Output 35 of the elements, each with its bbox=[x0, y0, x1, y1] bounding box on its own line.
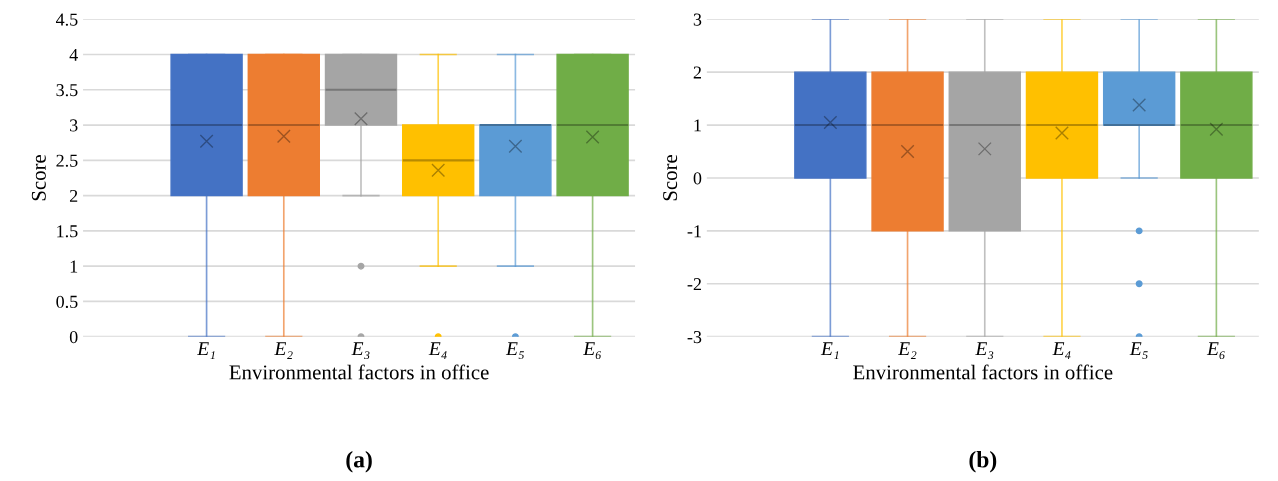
y-tick-label: -3 bbox=[687, 331, 702, 344]
x-tick-label: E₄ bbox=[428, 342, 447, 359]
y-tick-label: 2 bbox=[69, 189, 78, 202]
x-tick-label: E₁ bbox=[197, 342, 215, 359]
x-tick-label: E₅ bbox=[1129, 342, 1148, 360]
y-tick-label: 0 bbox=[69, 330, 78, 344]
x-tick-label: E₅ bbox=[505, 342, 524, 360]
y-tick-label: 1 bbox=[70, 260, 78, 273]
y-tick-label: 1.5 bbox=[57, 225, 78, 238]
y-axis-title: Score bbox=[663, 154, 678, 201]
y-tick-label: 3.5 bbox=[56, 84, 78, 97]
y-tick-label: 3 bbox=[70, 119, 78, 132]
x-tick-label: E₆ bbox=[583, 342, 602, 360]
y-tick-label: 4.5 bbox=[55, 13, 78, 26]
text: (a) bbox=[346, 450, 372, 473]
x-tick-label: E₂ bbox=[274, 342, 293, 359]
y-tick-label: -1 bbox=[687, 225, 701, 238]
x-tick-label: E₃ bbox=[351, 342, 370, 360]
x-axis-title: Environmental factors in office bbox=[853, 364, 1113, 380]
y-tick-label: 4 bbox=[69, 48, 78, 61]
y-tick-label: 2.5 bbox=[56, 154, 78, 167]
y-tick-label: 2 bbox=[693, 66, 701, 79]
x-tick-label: E₂ bbox=[898, 342, 917, 359]
y-tick-label: 1 bbox=[694, 119, 701, 132]
x-tick-label: E₃ bbox=[975, 342, 994, 360]
y-axis-title: Score bbox=[31, 154, 46, 201]
y-tick-label: 0.5 bbox=[56, 295, 78, 308]
y-tick-label: 0 bbox=[693, 172, 702, 185]
y-tick-label: 3 bbox=[693, 13, 702, 26]
x-tick-label: E₆ bbox=[1206, 342, 1225, 360]
text: (b) bbox=[969, 450, 997, 473]
y-tick-label: -2 bbox=[687, 278, 701, 291]
x-tick-label: E₁ bbox=[820, 342, 839, 359]
x-tick-label: E₄ bbox=[1052, 342, 1071, 359]
x-axis-title: Environmental factors in office bbox=[229, 364, 489, 380]
